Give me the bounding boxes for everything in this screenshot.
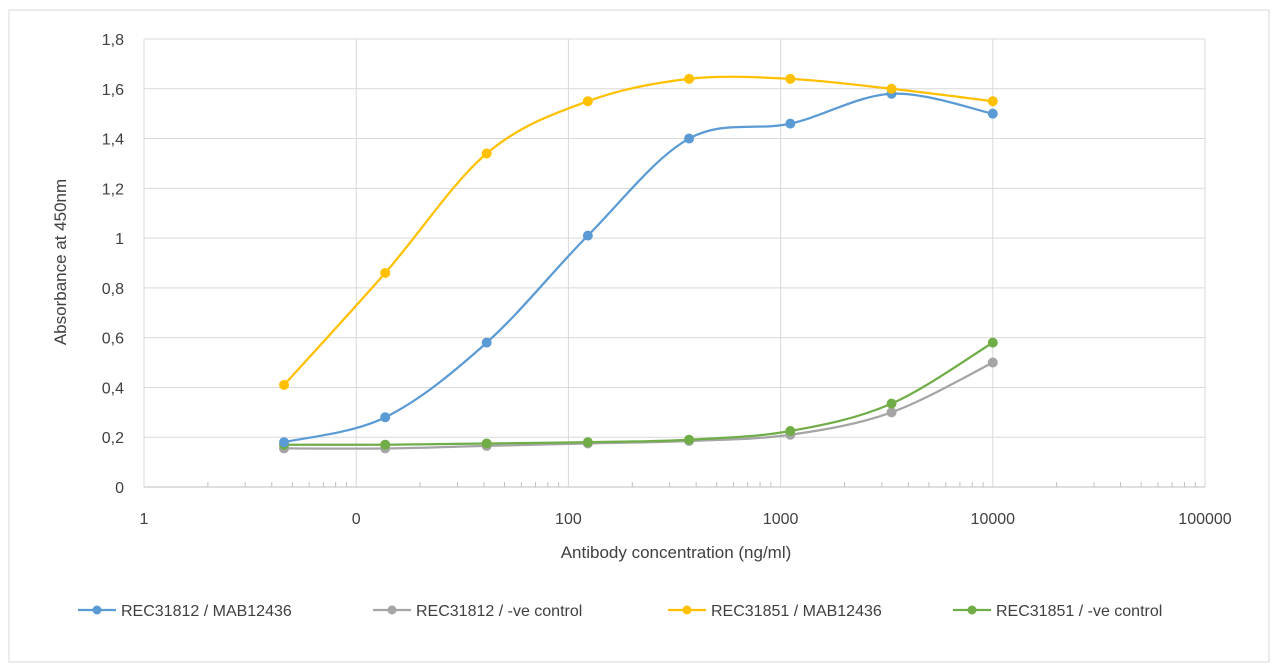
x-tick-label: 0 <box>352 511 361 528</box>
legend: REC31812 / MAB12436 REC31812 / -ve contro… <box>78 603 1162 620</box>
legend-item: REC31812 / MAB12436 <box>78 603 292 620</box>
data-point <box>987 357 998 368</box>
data-point <box>785 426 796 436</box>
data-point <box>481 438 492 449</box>
data-point <box>684 434 695 445</box>
data-point <box>582 96 593 107</box>
legend-item: REC31851 / MAB12436 <box>668 603 882 620</box>
chart-frame <box>8 9 1270 663</box>
x-axis-title: Antibody concentration (ng/ml) <box>561 543 792 562</box>
y-tick-label: 0,2 <box>102 430 124 447</box>
y-tick-label: 0,6 <box>102 331 124 348</box>
legend-label: REC31851 / MAB12436 <box>711 603 882 620</box>
y-tick-label: 0 <box>115 480 124 497</box>
x-tick-label: 100 <box>555 511 582 528</box>
y-tick-label: 1,8 <box>102 32 124 49</box>
data-point <box>380 439 391 450</box>
legend-item: REC31851 / -ve control <box>953 603 1162 620</box>
data-point <box>987 96 998 107</box>
legend-label: REC31851 / -ve control <box>996 603 1162 620</box>
data-point <box>785 118 796 129</box>
data-point <box>684 73 695 84</box>
data-point <box>987 108 998 119</box>
data-point <box>785 73 796 84</box>
x-tick-label: 1000 <box>763 511 799 528</box>
data-point <box>582 230 593 241</box>
series-line <box>282 92 994 444</box>
data-point <box>279 437 290 448</box>
legend-label: REC31812 / -ve control <box>416 603 582 620</box>
axes: 00,20,40,60,811,21,41,61,81 0 100 1000 10000… <box>102 32 1232 528</box>
legend-label: REC31812 / MAB12436 <box>121 603 292 620</box>
data-point <box>987 337 998 348</box>
data-point <box>582 437 593 448</box>
y-tick-label: 1,4 <box>102 132 124 149</box>
legend-swatch-marker <box>92 605 102 615</box>
legend-item: REC31812 / -ve control <box>373 603 582 620</box>
data-point <box>684 133 695 144</box>
series-4 <box>279 337 998 450</box>
series-layer <box>279 73 998 454</box>
x-tick-label: 100000 <box>1178 511 1231 528</box>
data-point <box>380 412 391 423</box>
x-tick-label: 1 <box>140 511 149 528</box>
series-3 <box>279 73 998 390</box>
legend-swatch-marker <box>967 605 977 615</box>
data-point <box>481 337 492 348</box>
legend-swatch-marker <box>682 605 692 615</box>
legend-swatch-marker <box>387 605 397 615</box>
y-axis-title: Absorbance at 450nm <box>51 179 70 345</box>
y-tick-label: 0,4 <box>102 380 124 397</box>
data-point <box>481 148 492 159</box>
y-tick-label: 0,8 <box>102 281 124 298</box>
data-point <box>380 267 391 278</box>
data-point <box>886 83 897 94</box>
y-tick-label: 1 <box>115 231 124 248</box>
series-line <box>282 341 994 446</box>
series-1 <box>279 88 998 448</box>
y-tick-label: 1,6 <box>102 82 124 99</box>
x-tick-label: 10000 <box>971 511 1016 528</box>
data-point <box>886 407 897 418</box>
data-point <box>886 398 897 409</box>
gridlines <box>143 38 1206 487</box>
y-tick-label: 1,2 <box>102 181 124 198</box>
data-point <box>279 379 290 390</box>
